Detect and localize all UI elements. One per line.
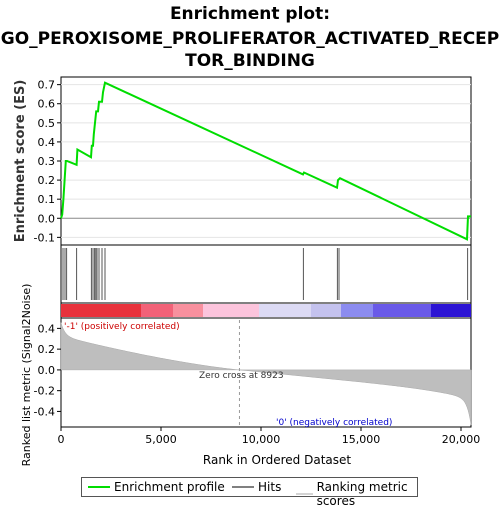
es-y-tick-label: 0.6 [38,98,56,111]
heat-segment [61,304,141,317]
ranking-heat-bar [61,304,471,317]
es-y-tick-label: -0.1 [34,231,55,244]
x-tick-label: 5,000 [145,433,177,446]
metric-y-tick-label: 0.4 [38,322,56,335]
legend-enrichment-label: Enrichment profile [114,480,225,494]
legend-hits-swatch [232,486,254,488]
negative-annotation: '0' (negatively correlated) [276,418,392,428]
es-y-tick-label: 0.0 [38,212,56,225]
heat-segment [373,304,431,317]
zero-cross-annotation: Zero cross at 8923 [199,371,284,381]
x-axis-label: Rank in Ordered Dataset [203,453,351,467]
title-line-3: TOR_BINDING [185,51,315,71]
es-y-tick-label: 0.3 [38,155,56,168]
x-tick-label: 15,000 [342,433,381,446]
heat-segment [431,304,471,317]
es-y-axis-label: Enrichment score (ES) [13,80,28,243]
x-axis-ticks: 0 5,000 10,000 15,000 20,000 [58,427,481,446]
x-tick-label: 0 [58,433,65,446]
heat-segment [311,304,341,317]
ranking-metric-fill [60,322,472,425]
legend-ranking-swatch [296,493,313,495]
es-gridlines [61,84,471,238]
es-y-tick-label: 0.4 [38,136,56,149]
x-tick-label: 20,000 [442,433,481,446]
heat-segment [259,304,311,317]
legend-enrichment-swatch [88,486,110,488]
heat-segment [203,304,259,317]
metric-y-axis-label: Ranked list metric (Signal2Noise) [20,284,33,467]
enrichment-profile-line [60,81,471,241]
heat-segment [341,304,373,317]
metric-y-tick-label: -0.2 [34,385,55,398]
positive-annotation: '-1' (positively correlated) [64,322,180,332]
legend-enrichment-profile: Enrichment profile [88,480,225,494]
metric-y-tick-label: -0.4 [34,405,55,418]
hit-marks [62,248,469,300]
metric-y-ticks: -0.4 -0.2 0.0 0.2 0.4 [34,322,61,418]
es-y-tick-label: 0.1 [38,193,56,206]
title-line-1: Enrichment plot: [169,4,331,24]
legend-hits: Hits [232,480,281,494]
es-y-ticks: -0.1 0.0 0.1 0.2 0.3 0.4 0.5 0.6 0.7 [34,79,61,244]
legend: Enrichment profile Hits Ranking metric s… [81,477,418,508]
ranking-metric-area [60,322,472,425]
title-line-2: GO_PEROXISOME_PROLIFERATOR_ACTIVATED_REC… [0,29,500,49]
metric-y-tick-label: 0.2 [38,343,56,356]
metric-y-tick-label: 0.0 [38,364,56,377]
legend-ranking-metric: Ranking metric scores [296,480,417,508]
legend-ranking-label: Ranking metric scores [316,480,408,508]
x-tick-label: 10,000 [242,433,281,446]
hits-panel-frame [60,244,472,304]
heat-segment [141,304,173,317]
legend-hits-label: Hits [258,480,282,494]
es-y-tick-label: 0.2 [38,174,56,187]
es-y-tick-label: 0.5 [38,117,56,130]
heat-segment [173,304,203,317]
es-y-tick-label: 0.7 [38,79,56,92]
